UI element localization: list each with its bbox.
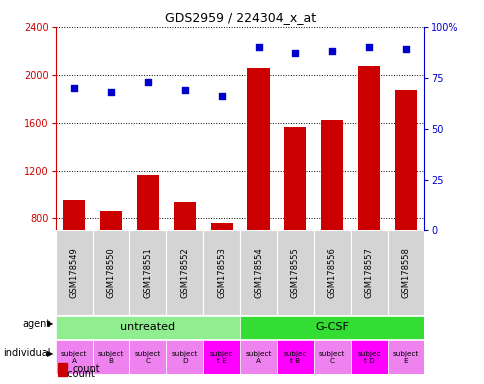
Bar (240, 316, 424, 339)
Bar (350, 340, 387, 374)
Text: count: count (60, 369, 94, 379)
Text: GSM178550: GSM178550 (106, 247, 115, 298)
Bar (129, 340, 166, 374)
Text: GSM178558: GSM178558 (401, 247, 409, 298)
Bar (92, 230, 129, 315)
Bar (357, 66, 379, 314)
Text: GSM178554: GSM178554 (254, 247, 262, 298)
Bar (56, 230, 92, 315)
Bar (136, 175, 159, 314)
Point (254, 44, 262, 50)
Text: agent: agent (23, 318, 51, 329)
Bar (394, 90, 416, 314)
Point (70, 85, 78, 91)
Bar (276, 230, 313, 315)
Text: count: count (73, 364, 100, 374)
Bar (92, 340, 129, 374)
Text: subject
E: subject E (392, 351, 418, 364)
Bar (63, 200, 85, 314)
Bar (387, 230, 424, 315)
Text: subject
A: subject A (61, 351, 87, 364)
Bar (173, 202, 196, 314)
Bar (320, 120, 343, 314)
Bar (58, 363, 67, 376)
Text: GSM178557: GSM178557 (364, 247, 373, 298)
Bar (387, 340, 424, 374)
Text: untreated: untreated (120, 322, 175, 333)
Text: ▶: ▶ (47, 319, 53, 328)
Text: GSM178555: GSM178555 (290, 247, 299, 298)
Text: GSM178551: GSM178551 (143, 247, 152, 298)
Bar (100, 211, 122, 314)
Bar (129, 230, 166, 315)
Point (107, 89, 115, 95)
Point (181, 87, 188, 93)
Text: subjec
t D: subjec t D (357, 351, 380, 364)
Text: GSM178556: GSM178556 (327, 247, 336, 298)
Title: GDS2959 / 224304_x_at: GDS2959 / 224304_x_at (164, 11, 315, 24)
Text: subjec
t E: subjec t E (210, 351, 233, 364)
Text: subject
C: subject C (135, 351, 161, 364)
Text: subject
A: subject A (245, 351, 271, 364)
Text: subject
C: subject C (318, 351, 345, 364)
Bar (350, 230, 387, 315)
Bar (313, 230, 350, 315)
Bar (203, 340, 240, 374)
Text: individual: individual (3, 348, 51, 358)
Text: GSM178549: GSM178549 (70, 247, 78, 298)
Bar (247, 68, 269, 314)
Text: ▶: ▶ (47, 349, 53, 358)
Bar (56, 316, 240, 339)
Point (217, 93, 225, 99)
Text: subject
D: subject D (171, 351, 197, 364)
Point (328, 48, 335, 55)
Bar (284, 127, 306, 314)
Point (291, 50, 299, 56)
Bar (203, 230, 240, 315)
Bar (240, 340, 276, 374)
Text: GSM178552: GSM178552 (180, 247, 189, 298)
Bar (166, 340, 203, 374)
Point (401, 46, 409, 52)
Text: subjec
t B: subjec t B (283, 351, 306, 364)
Bar (56, 340, 92, 374)
Bar (313, 340, 350, 374)
Point (144, 79, 151, 85)
Bar (240, 230, 276, 315)
Text: subject
B: subject B (98, 351, 124, 364)
Bar (276, 340, 313, 374)
Text: G-CSF: G-CSF (315, 322, 348, 333)
Point (364, 44, 372, 50)
Bar (166, 230, 203, 315)
Text: GSM178553: GSM178553 (217, 247, 226, 298)
Bar (210, 223, 232, 314)
